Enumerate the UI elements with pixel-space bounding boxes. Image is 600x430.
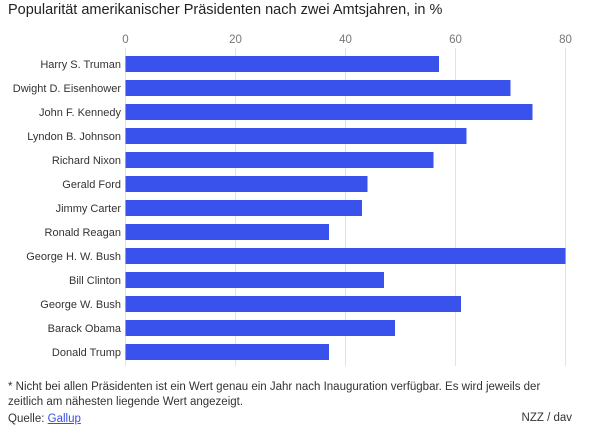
source-link[interactable]: Gallup xyxy=(47,413,81,425)
category-label: Ronald Reagan xyxy=(45,227,121,239)
category-label: John F. Kennedy xyxy=(39,107,121,119)
source-label: Quelle: xyxy=(8,413,48,425)
bar xyxy=(125,200,362,216)
bar xyxy=(125,224,329,240)
bar xyxy=(125,176,368,192)
footnote: * Nicht bei allen Präsidenten ist ein We… xyxy=(8,381,541,408)
category-label: Dwight D. Eisenhower xyxy=(13,83,122,95)
bar xyxy=(125,248,566,264)
bar xyxy=(125,104,533,120)
category-label: Bill Clinton xyxy=(69,275,121,287)
category-label: George H. W. Bush xyxy=(26,251,121,263)
x-tick-label: 80 xyxy=(559,34,572,46)
category-label: Donald Trump xyxy=(52,347,121,359)
x-tick-label: 60 xyxy=(449,34,462,46)
bar xyxy=(125,272,384,288)
bar xyxy=(125,344,329,360)
bar-chart: 0 20 40 60 80 Harry S. Truman Dwight D. Eisenh… xyxy=(13,34,572,366)
x-tick-label: 0 xyxy=(122,34,128,46)
category-label: Barack Obama xyxy=(48,323,122,335)
x-tick-label: 20 xyxy=(229,34,242,46)
category-label: Harry S. Truman xyxy=(40,59,121,71)
credit: NZZ / dav xyxy=(521,412,572,424)
bar xyxy=(125,128,467,144)
category-label: Jimmy Carter xyxy=(56,203,122,215)
category-label: Gerald Ford xyxy=(62,179,121,191)
source-line: Quelle: Gallup xyxy=(8,412,81,427)
bar xyxy=(125,80,511,96)
chart-title: Popularität amerikanischer Präsidenten n… xyxy=(8,2,443,18)
category-label: Richard Nixon xyxy=(52,155,121,167)
category-label: Lyndon B. Johnson xyxy=(27,131,121,143)
x-tick-label: 40 xyxy=(339,34,352,46)
bar xyxy=(125,320,395,336)
bar xyxy=(125,152,434,168)
bar xyxy=(125,56,439,72)
bar xyxy=(125,296,461,312)
category-label: George W. Bush xyxy=(40,299,121,311)
